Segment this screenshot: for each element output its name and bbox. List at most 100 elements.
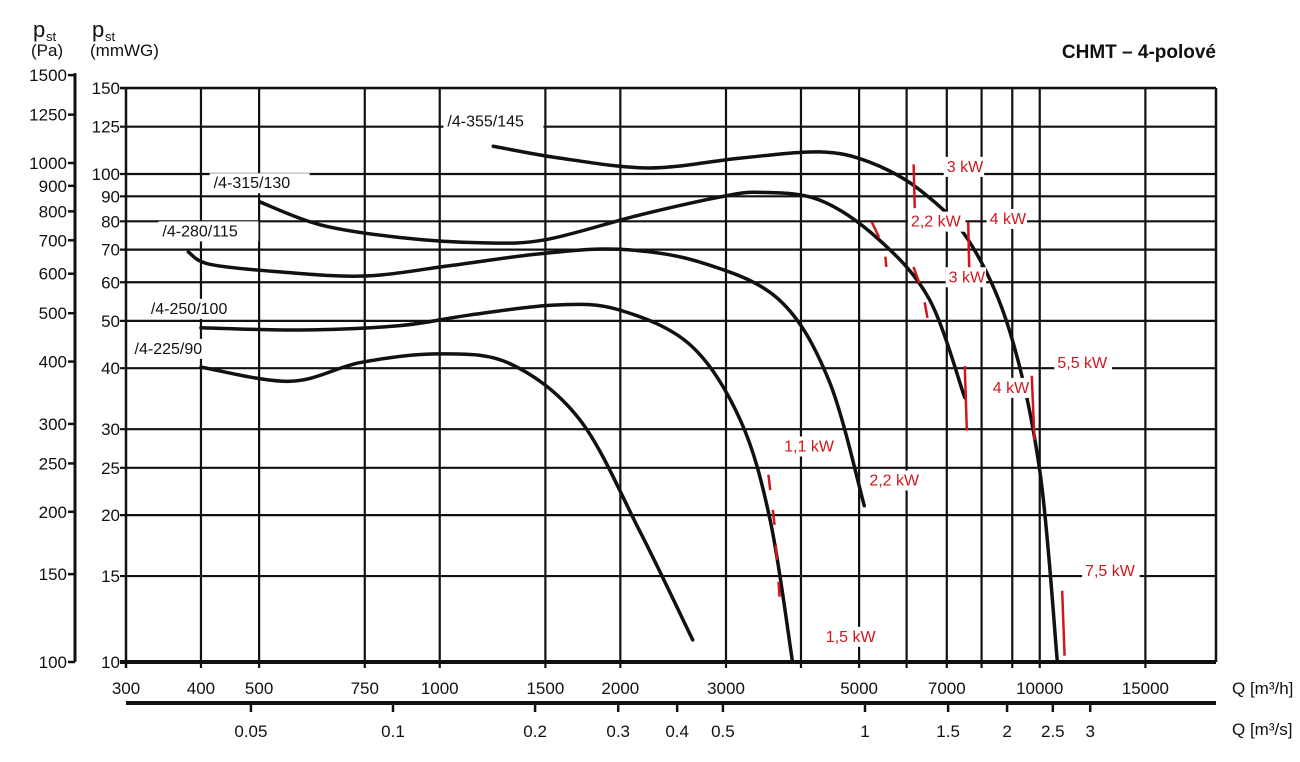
curve-label-background xyxy=(146,298,247,319)
y-tick-label-pa: 700 xyxy=(39,231,67,250)
y-tick-label-pa: 300 xyxy=(39,415,67,434)
power-label: 2,2 kW xyxy=(869,472,920,489)
x-tick-label-m3s: 0.4 xyxy=(665,722,689,741)
power-mark xyxy=(771,509,776,526)
y-tick-label-mmwg: 60 xyxy=(101,273,120,292)
power-label-background xyxy=(866,470,924,491)
y-axis-unit-pa: (Pa) xyxy=(31,41,63,60)
power-mark xyxy=(884,256,888,268)
curve-label: /4-315/130 xyxy=(214,175,291,192)
power-label: 1,5 kW xyxy=(826,629,877,646)
power-mark xyxy=(870,221,881,239)
curve-label: /4-280/115 xyxy=(162,223,237,240)
y-tick-label-mmwg: 40 xyxy=(101,359,120,378)
curve-label: /4-250/100 xyxy=(151,301,228,318)
power-label: 5,5 kW xyxy=(1057,355,1108,372)
y-tick-label-pa: 800 xyxy=(39,202,67,221)
chart-title: CHMT – 4-polové xyxy=(1062,42,1216,63)
y-tick-label-mmwg: 25 xyxy=(101,459,120,478)
x-tick-label-m3s: 0.2 xyxy=(523,722,547,741)
power-mark xyxy=(912,266,921,284)
y-tick-label-pa: 1250 xyxy=(29,106,67,125)
y-tick-label-mmwg: 10 xyxy=(101,653,120,672)
power-mark xyxy=(1060,590,1066,656)
power-label: 4 kW xyxy=(993,380,1030,397)
fan-curve xyxy=(199,302,794,662)
x-tick-label-m3s: 0.3 xyxy=(606,722,630,741)
y-tick-label-mmwg: 125 xyxy=(92,118,120,137)
power-mark xyxy=(1030,375,1036,441)
power-mark xyxy=(777,581,781,597)
fan-curve xyxy=(186,247,867,508)
y-tick-label-mmwg: 15 xyxy=(101,567,120,586)
fan-curve xyxy=(199,352,695,642)
x-tick-label-m3h: 1500 xyxy=(526,679,564,698)
power-label-background xyxy=(986,208,1027,229)
power-label-background xyxy=(943,156,985,177)
x-tick-label-m3s: 2 xyxy=(1002,722,1011,741)
y-tick-label-pa: 400 xyxy=(39,353,67,372)
y-tick-label-pa: 1500 xyxy=(29,66,67,85)
power-label: 3 kW xyxy=(949,269,986,286)
power-label-background xyxy=(989,377,1031,398)
y-tick-label-pa: 1000 xyxy=(29,154,67,173)
curve-label-background xyxy=(158,221,259,242)
power-label-background xyxy=(822,626,881,647)
y-tick-label-pa: 100 xyxy=(39,653,67,672)
y-tick-label-mmwg: 70 xyxy=(101,241,120,260)
x-tick-label-m3h: 10000 xyxy=(1016,679,1063,698)
x-tick-label-m3s: 0.05 xyxy=(234,722,267,741)
power-label: 7,5 kW xyxy=(1085,563,1136,580)
y-tick-label-mmwg: 80 xyxy=(101,212,120,231)
y-tick-label-mmwg: 100 xyxy=(92,165,120,184)
x-tick-label-m3h: 1000 xyxy=(421,679,459,698)
y-axis-symbol-pa: p xyxy=(33,17,45,42)
power-mark xyxy=(774,544,779,560)
power-label-background xyxy=(781,436,839,457)
x-tick-label-m3s: 3 xyxy=(1085,722,1094,741)
x-tick-label-m3s: 0.1 xyxy=(381,722,405,741)
curve-label-background xyxy=(443,111,544,132)
power-label-background xyxy=(907,211,966,232)
y-tick-label-pa: 250 xyxy=(39,454,67,473)
y-tick-label-pa: 200 xyxy=(39,503,67,522)
y-tick-label-pa: 150 xyxy=(39,565,67,584)
x-tick-label-m3h: 2000 xyxy=(601,679,639,698)
y-axis-unit-mmwg: (mmWG) xyxy=(90,41,159,60)
x-tick-label-m3h: 300 xyxy=(112,679,140,698)
y-tick-label-mmwg: 20 xyxy=(101,506,120,525)
x-tick-label-m3h: 500 xyxy=(245,679,273,698)
y-tick-label-mmwg: 150 xyxy=(92,79,120,98)
grid xyxy=(120,86,1218,668)
curve-label: /4-355/145 xyxy=(447,114,524,131)
y-tick-label-mmwg: 30 xyxy=(101,420,120,439)
power-label: 4 kW xyxy=(990,211,1027,228)
x-tick-label-m3h: 15000 xyxy=(1122,679,1169,698)
x-tick-label-m3s: 1.5 xyxy=(936,722,960,741)
y-axis-symbol-mmwg: p xyxy=(92,17,104,42)
y-tick-label-pa: 600 xyxy=(39,265,67,284)
y-axis-sub-mmwg: st xyxy=(105,29,116,44)
x-tick-label-m3s: 2.5 xyxy=(1041,722,1065,741)
x-tick-label-m3h: 7000 xyxy=(928,679,966,698)
power-mark xyxy=(963,366,969,431)
y-tick-label-pa: 500 xyxy=(39,304,67,323)
x-axis-label-m3h: Q [m³/h] xyxy=(1232,679,1293,698)
x-tick-label-m3s: 0.5 xyxy=(711,722,735,741)
power-label: 1,1 kW xyxy=(784,438,835,455)
power-label-background xyxy=(1054,353,1112,374)
y-tick-label-mmwg: 50 xyxy=(101,312,120,331)
y-axis-sub-pa: st xyxy=(46,29,57,44)
power-label-background xyxy=(945,267,987,288)
y-tick-label-pa: 900 xyxy=(39,177,67,196)
power-mark xyxy=(923,302,929,319)
fan-curve xyxy=(491,144,1060,664)
x-tick-label-m3h: 400 xyxy=(187,679,215,698)
power-mark xyxy=(912,164,916,209)
power-label: 3 kW xyxy=(947,159,984,176)
power-mark xyxy=(966,222,971,271)
power-label-background xyxy=(1082,561,1140,582)
x-axis-label-m3s: Q [m³/s] xyxy=(1232,720,1292,739)
curve-label: /4-225/90 xyxy=(135,341,203,358)
